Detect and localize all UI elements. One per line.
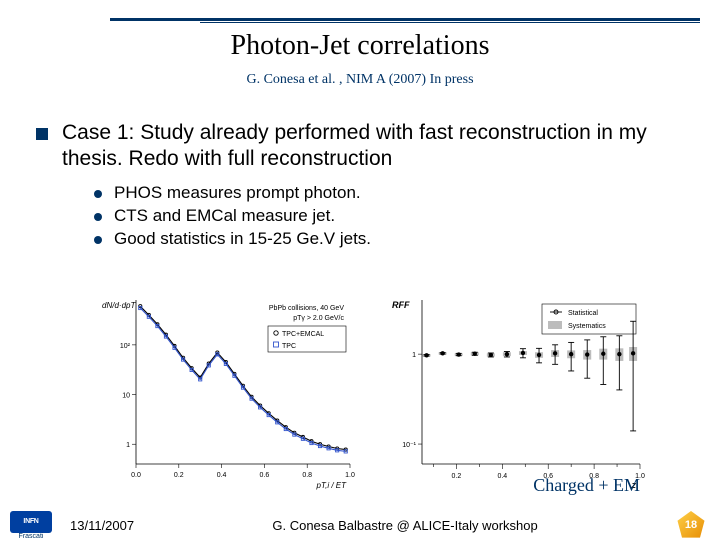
svg-text:Statistical: Statistical — [568, 310, 598, 317]
charged-em-label: Charged + EM — [533, 475, 640, 496]
svg-text:Systematics: Systematics — [568, 323, 606, 330]
svg-text:1: 1 — [126, 442, 130, 449]
svg-text:10: 10 — [122, 393, 130, 400]
svg-text:TPC+EMCAL: TPC+EMCAL — [282, 331, 324, 338]
footer-date: 13/11/2007 — [70, 518, 134, 533]
right-chart: 0.20.40.60.81.010⁻¹1RFFzStatisticalSyste… — [380, 290, 650, 490]
infn-logo: INFN Frascati — [10, 511, 52, 540]
svg-text:0.4: 0.4 — [497, 473, 507, 480]
dot-bullet-icon — [94, 236, 102, 244]
footer-author: G. Conesa Balbastre @ ALICE-Italy worksh… — [134, 518, 676, 533]
subtitle-text: G. Conesa et al. , NIM A (2007) In press — [246, 72, 473, 87]
svg-text:10⁻¹: 10⁻¹ — [402, 442, 416, 449]
svg-text:PbPb collisions, 40 GeV: PbPb collisions, 40 GeV — [269, 305, 344, 312]
svg-text:pT,i / ET: pT,i / ET — [316, 481, 348, 490]
svg-text:pTγ > 2.0 GeV/c: pTγ > 2.0 GeV/c — [293, 315, 344, 322]
svg-text:1: 1 — [412, 352, 416, 359]
sub-bullet-text: Good statistics in 15-25 Ge.V jets. — [114, 229, 371, 249]
svg-text:0.8: 0.8 — [302, 472, 312, 479]
svg-text:1.0: 1.0 — [345, 472, 355, 479]
sub-bullet: Good statistics in 15-25 Ge.V jets. — [94, 229, 690, 249]
dot-bullet-icon — [94, 190, 102, 198]
svg-text:dN/d·dpT: dN/d·dpT — [102, 301, 136, 310]
svg-text:0.2: 0.2 — [452, 473, 462, 480]
title-rule-thick — [110, 18, 700, 21]
svg-text:10²: 10² — [120, 343, 131, 350]
svg-text:0.6: 0.6 — [260, 472, 270, 479]
svg-text:0.2: 0.2 — [174, 472, 184, 479]
bullet1-text: Case 1: Study already performed with fas… — [62, 120, 690, 173]
bullet-level1: Case 1: Study already performed with fas… — [36, 120, 690, 173]
sub-bullet: CTS and EMCal measure jet. — [94, 206, 690, 226]
sub-bullet-list: PHOS measures prompt photon. CTS and EMC… — [94, 183, 690, 249]
infn-logo-sub: Frascati — [19, 533, 44, 540]
dot-bullet-icon — [94, 213, 102, 221]
footer: INFN Frascati 13/11/2007 G. Conesa Balba… — [0, 510, 720, 540]
left-chart: 0.0 0.2 0.4 0.6 0.8 1.0 1 10 10² dN/d·dpT pT,i / E… — [90, 290, 360, 490]
sub-bullet: PHOS measures prompt photon. — [94, 183, 690, 203]
svg-text:RFF: RFF — [392, 300, 410, 310]
svg-text:0.0: 0.0 — [131, 472, 141, 479]
content-area: Case 1: Study already performed with fas… — [36, 120, 690, 252]
sub-bullet-text: PHOS measures prompt photon. — [114, 183, 361, 203]
title-rule-thin — [200, 22, 700, 23]
page-number-badge: 18 — [676, 511, 706, 539]
sub-bullet-text: CTS and EMCal measure jet. — [114, 206, 335, 226]
svg-text:TPC: TPC — [282, 343, 296, 350]
title-text: Photon-Jet correlations — [231, 30, 490, 61]
charged-em-text: Charged + EM — [533, 475, 640, 495]
page-title: Photon-Jet correlations — [0, 30, 720, 62]
page-number: 18 — [685, 519, 697, 531]
subtitle: G. Conesa et al. , NIM A (2007) In press — [0, 70, 720, 88]
svg-text:0.4: 0.4 — [217, 472, 227, 479]
square-bullet-icon — [36, 128, 48, 140]
charts-row: 0.0 0.2 0.4 0.6 0.8 1.0 1 10 10² dN/d·dpT pT,i / E… — [90, 290, 650, 490]
infn-logo-badge: INFN — [10, 511, 52, 533]
